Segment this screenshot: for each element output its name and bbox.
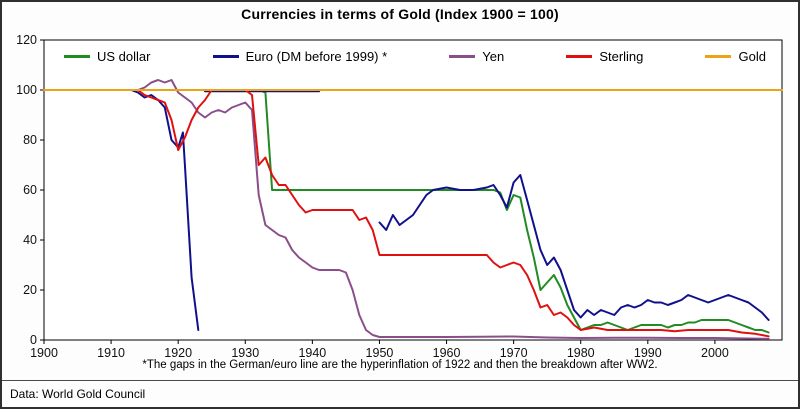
svg-text:1980: 1980 — [567, 346, 595, 360]
legend-swatch — [566, 55, 593, 58]
legend-item: Sterling — [566, 49, 643, 64]
svg-text:2000: 2000 — [701, 346, 729, 360]
legend-swatch — [212, 55, 239, 58]
chart-title: Currencies in terms of Gold (Index 1900 … — [241, 6, 559, 22]
svg-text:1940: 1940 — [298, 346, 326, 360]
svg-text:60: 60 — [23, 183, 37, 197]
svg-text:120: 120 — [16, 33, 37, 47]
legend-item: US dollar — [64, 49, 150, 64]
legend-label: US dollar — [97, 49, 151, 64]
svg-text:100: 100 — [16, 83, 37, 97]
svg-text:80: 80 — [23, 133, 37, 147]
legend-label: Gold — [738, 49, 766, 64]
footer-divider — [2, 380, 798, 381]
svg-text:1950: 1950 — [366, 346, 394, 360]
svg-text:1930: 1930 — [231, 346, 259, 360]
chart-plot: 1900 1910 1920 1930 1940 1950 1960 1970 1980 1990… — [16, 33, 783, 360]
svg-text:1970: 1970 — [500, 346, 528, 360]
svg-text:1920: 1920 — [164, 346, 192, 360]
legend-swatch — [449, 55, 476, 58]
svg-text:1910: 1910 — [97, 346, 125, 360]
svg-text:0: 0 — [30, 333, 37, 347]
legend-label: Euro (DM before 1999) * — [245, 49, 388, 64]
svg-text:1990: 1990 — [634, 346, 662, 360]
svg-text:1900: 1900 — [30, 346, 58, 360]
svg-text:1960: 1960 — [433, 346, 461, 360]
chart-footnote: *The gaps in the German/euro line are th… — [142, 359, 658, 371]
data-source-label: Data: World Gold Council — [10, 387, 146, 401]
legend-swatch — [705, 55, 732, 58]
legend: US dollar Euro (DM before 1999) * Yen Sterl… — [64, 49, 766, 64]
legend-item: Gold — [705, 49, 766, 64]
svg-text:20: 20 — [23, 283, 37, 297]
legend-swatch — [64, 55, 90, 58]
legend-item: Yen — [449, 49, 504, 64]
svg-text:40: 40 — [23, 233, 37, 247]
legend-label: Sterling — [599, 49, 644, 64]
legend-item: Euro (DM before 1999) * — [212, 49, 388, 64]
legend-label: Yen — [482, 49, 505, 64]
